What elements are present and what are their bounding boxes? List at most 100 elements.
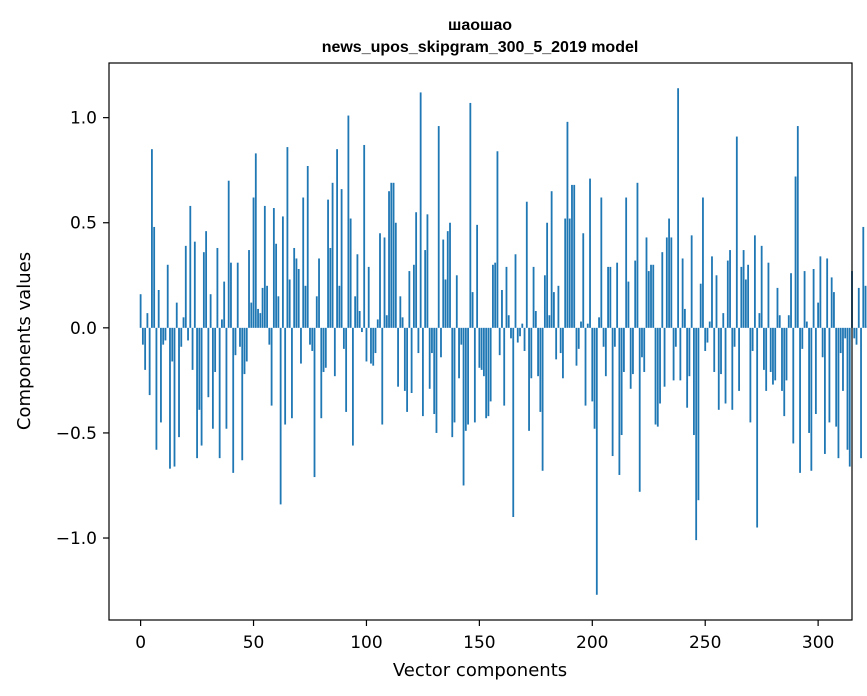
- bar: [860, 327, 862, 459]
- bar: [451, 327, 454, 438]
- bar: [729, 250, 731, 328]
- bar: [241, 327, 244, 461]
- bar: [792, 327, 795, 444]
- bar: [320, 327, 323, 419]
- bar: [234, 327, 237, 356]
- bar: [322, 327, 325, 372]
- bar: [674, 327, 677, 347]
- bar: [223, 281, 226, 328]
- bar: [763, 327, 765, 370]
- bar: [467, 327, 469, 425]
- bar: [645, 237, 648, 328]
- x-tick-label: 300: [802, 633, 834, 653]
- bar: [372, 327, 375, 366]
- bar: [164, 327, 167, 341]
- bar: [363, 144, 366, 328]
- bar: [489, 327, 492, 402]
- x-tick-label: 50: [243, 633, 265, 653]
- bar: [397, 327, 399, 387]
- y-tick-label: 1.0: [70, 109, 97, 129]
- bar: [336, 149, 338, 328]
- bar: [801, 327, 804, 349]
- bar: [805, 321, 808, 328]
- x-axis: 0 50 100 150 200 250 300: [135, 620, 834, 653]
- bar: [665, 237, 668, 328]
- bar: [437, 126, 440, 328]
- bar: [476, 224, 479, 328]
- bar: [711, 256, 713, 328]
- bar: [575, 327, 578, 366]
- bar: [239, 327, 241, 347]
- bar: [440, 327, 442, 358]
- bar: [747, 264, 750, 328]
- x-tick-label: 150: [463, 633, 495, 653]
- bar: [758, 313, 761, 328]
- bar: [250, 302, 253, 328]
- bar: [589, 178, 591, 328]
- bar: [482, 327, 485, 377]
- bar: [582, 233, 585, 328]
- bar: [272, 208, 275, 328]
- bar: [487, 327, 490, 417]
- bar: [453, 327, 456, 423]
- bar: [604, 327, 607, 377]
- bar: [478, 327, 481, 368]
- bar: [394, 222, 397, 328]
- bar: [541, 327, 544, 471]
- bar: [146, 313, 149, 328]
- bar: [530, 327, 533, 379]
- bar: [562, 327, 564, 379]
- bar: [496, 151, 499, 328]
- bar: [266, 285, 268, 328]
- x-tick-label: 100: [350, 633, 382, 653]
- bar: [532, 266, 535, 328]
- bar: [611, 327, 614, 457]
- bar: [171, 327, 174, 362]
- bar: [385, 315, 388, 328]
- bar: [616, 262, 619, 328]
- bar: [275, 243, 278, 328]
- bar: [826, 258, 829, 328]
- bar: [392, 182, 395, 328]
- bar: [663, 327, 666, 387]
- bar: [632, 327, 634, 375]
- bar: [521, 323, 524, 328]
- bar: [647, 271, 650, 328]
- bar: [853, 327, 856, 339]
- bar: [559, 327, 562, 354]
- bar: [141, 327, 144, 345]
- bar: [722, 313, 725, 328]
- bar: [505, 266, 508, 328]
- bar: [862, 226, 865, 328]
- bar: [494, 262, 497, 328]
- bar: [837, 327, 840, 459]
- bar: [731, 327, 734, 410]
- bar: [839, 327, 842, 354]
- bar: [602, 327, 605, 347]
- bar: [593, 327, 596, 429]
- x-axis-label: Vector components: [393, 660, 567, 681]
- bar: [760, 245, 763, 328]
- bar: [683, 308, 686, 328]
- bar: [584, 327, 587, 406]
- bar: [492, 264, 494, 328]
- bar: [774, 327, 777, 381]
- bar: [609, 266, 612, 328]
- bar: [828, 327, 831, 423]
- bar: [148, 327, 151, 396]
- bar: [629, 327, 632, 389]
- bar: [519, 327, 521, 337]
- bar: [546, 222, 549, 328]
- bar: [765, 327, 768, 391]
- bar: [591, 327, 594, 402]
- y-axis-label: Components values: [14, 252, 35, 430]
- bar: [654, 327, 657, 425]
- bar: [435, 327, 438, 433]
- bar: [693, 327, 695, 436]
- bar: [643, 327, 646, 372]
- bar: [354, 296, 357, 328]
- bar: [785, 327, 788, 381]
- bar: [555, 327, 558, 360]
- bar: [613, 327, 616, 347]
- bar: [799, 327, 801, 473]
